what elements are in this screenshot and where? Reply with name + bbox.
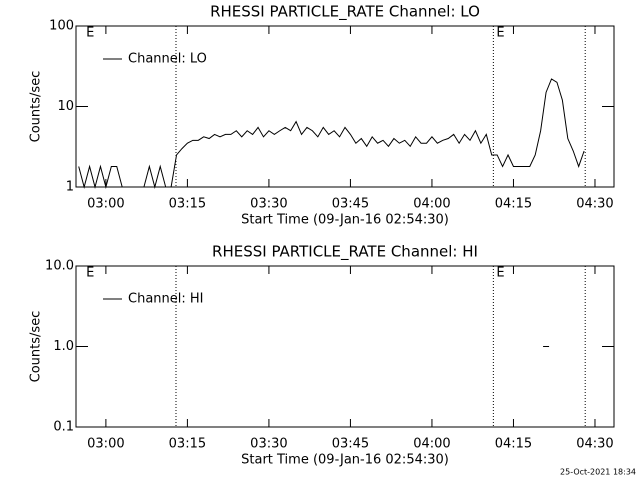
y-tick-label: 1.0 — [53, 339, 74, 354]
y-tick-label: 10.0 — [45, 259, 74, 274]
series-line — [78, 78, 585, 189]
footer: 25-Oct-2021 18:34 — [560, 468, 636, 477]
x-axis-label: Start Time (09-Jan-16 02:54:30) — [241, 213, 449, 228]
x-tick-label: 03:15 — [169, 197, 206, 212]
x-tick-label: 03:30 — [250, 437, 287, 452]
y-tick-label: 1 — [66, 180, 74, 195]
y-tick-label: 100 — [49, 19, 74, 34]
x-tick-label: 04:30 — [576, 197, 613, 212]
x-axis-label: Start Time (09-Jan-16 02:54:30) — [241, 453, 449, 468]
chart-title: RHESSI PARTICLE_RATE Channel: HI — [212, 243, 478, 262]
y-tick-label: 10 — [57, 99, 74, 114]
x-tick-label: 04:15 — [495, 197, 532, 212]
x-tick-label: 04:00 — [413, 197, 450, 212]
y-axis-label: Counts/sec — [29, 71, 44, 143]
x-tick-label: 03:30 — [250, 197, 287, 212]
legend-label: Channel: LO — [128, 52, 207, 67]
x-tick-label: 03:15 — [169, 437, 206, 452]
x-tick-label: 03:45 — [332, 437, 369, 452]
annotation: E — [86, 26, 94, 41]
x-tick-label: 04:15 — [495, 437, 532, 452]
y-tick-label: 0.1 — [53, 420, 74, 435]
annotation: E — [496, 266, 504, 281]
plot-frame — [75, 265, 615, 428]
annotation: E — [496, 26, 504, 41]
y-axis-label: Counts/sec — [29, 311, 44, 383]
legend-label: Channel: HI — [128, 292, 204, 307]
x-tick-label: 03:00 — [87, 437, 124, 452]
chart-title: RHESSI PARTICLE_RATE Channel: LO — [210, 3, 480, 22]
plot-frame — [75, 25, 615, 188]
x-tick-label: 04:30 — [576, 437, 613, 452]
annotation: E — [86, 266, 94, 281]
x-tick-label: 04:00 — [413, 437, 450, 452]
x-tick-label: 03:00 — [87, 197, 124, 212]
x-tick-label: 03:45 — [332, 197, 369, 212]
